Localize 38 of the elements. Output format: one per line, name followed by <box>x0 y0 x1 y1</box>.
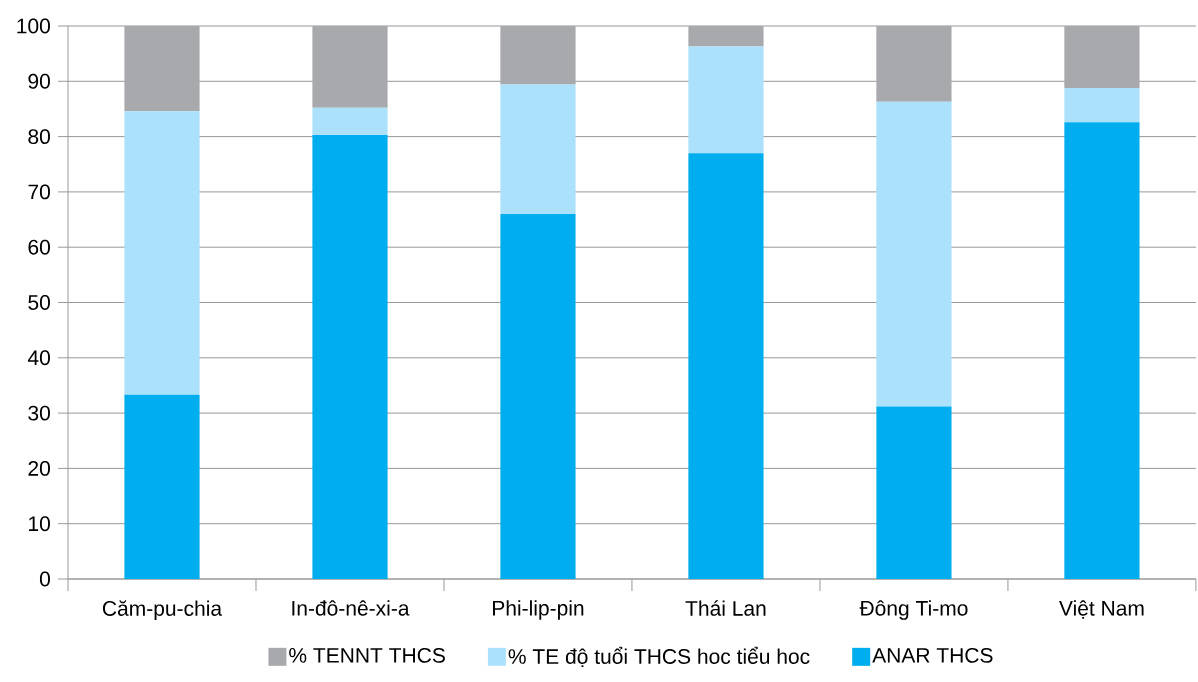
y-tick-label: 50 <box>28 295 50 310</box>
bar <box>500 25 576 85</box>
legend-label: % TE độ tuổi THCS hoc tiểu hoc <box>508 646 810 667</box>
bar <box>1064 87 1140 123</box>
bar <box>876 25 952 102</box>
bar <box>312 25 388 108</box>
y-tick-label: 60 <box>28 239 50 255</box>
bar <box>876 406 952 579</box>
bar <box>500 214 576 579</box>
y-tick-label: 0 <box>39 571 50 587</box>
y-tick-label: 90 <box>28 73 50 89</box>
y-tick-label: 10 <box>29 516 50 532</box>
legend-label: ANAR THCS <box>872 647 993 663</box>
x-tick-label: Thái Lan <box>685 600 766 616</box>
bar <box>124 394 200 579</box>
bar <box>688 46 764 154</box>
bar <box>1064 122 1140 579</box>
x-tick-label: Căm-pu-chia <box>102 600 223 621</box>
bar <box>1064 25 1140 88</box>
bar <box>688 153 764 579</box>
x-tick-label: In-đô-nê-xi-a <box>292 600 410 616</box>
bar <box>124 25 200 112</box>
bar <box>688 25 764 47</box>
y-tick-label: 70 <box>28 184 50 200</box>
bar <box>312 134 388 579</box>
bar <box>312 107 388 135</box>
legend-label: % TENNT THCS <box>289 647 445 663</box>
bar <box>876 101 952 407</box>
x-tick-label: Phi-lip-pin <box>493 600 584 620</box>
bar <box>124 111 200 395</box>
y-tick-label: 20 <box>28 460 50 476</box>
bar <box>500 84 576 215</box>
y-tick-label: 30 <box>28 405 50 421</box>
x-tick-label: Việt Nam <box>1059 600 1144 619</box>
y-tick-label: 100 <box>17 18 50 34</box>
x-tick-label: Đông Ti-mo <box>859 600 968 620</box>
y-tick-label: 80 <box>28 129 50 145</box>
y-tick-label: 40 <box>27 350 50 366</box>
